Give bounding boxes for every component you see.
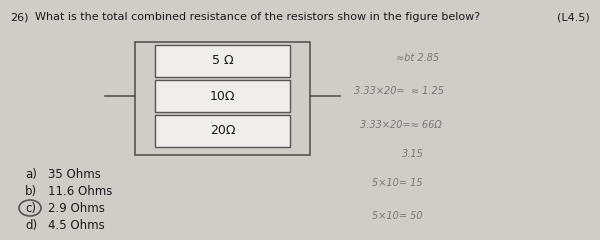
Bar bbox=[135, 42, 310, 155]
Text: 3.33×20=  ≈ 1.25: 3.33×20= ≈ 1.25 bbox=[354, 86, 444, 96]
Text: 5×10= 15: 5×10= 15 bbox=[372, 178, 422, 188]
Text: b): b) bbox=[25, 185, 37, 198]
Bar bbox=[155, 115, 290, 147]
Text: 4.5 Ohms: 4.5 Ohms bbox=[48, 219, 105, 232]
Text: 3.15: 3.15 bbox=[402, 149, 424, 159]
Text: 35 Ohms: 35 Ohms bbox=[48, 168, 101, 181]
Text: 3.33×20=≈ 66Ω: 3.33×20=≈ 66Ω bbox=[360, 120, 442, 130]
Text: 5×10= 50: 5×10= 50 bbox=[372, 211, 422, 221]
Text: 11.6 Ohms: 11.6 Ohms bbox=[48, 185, 112, 198]
Text: ≈bt 2.85: ≈bt 2.85 bbox=[396, 53, 439, 63]
Text: 2.9 Ohms: 2.9 Ohms bbox=[48, 202, 105, 215]
Text: c): c) bbox=[25, 202, 36, 215]
Text: 5 Ω: 5 Ω bbox=[212, 54, 233, 67]
Text: 20Ω: 20Ω bbox=[210, 125, 235, 138]
Text: a): a) bbox=[25, 168, 37, 181]
Bar bbox=[155, 45, 290, 77]
Bar bbox=[155, 80, 290, 112]
Text: (L4.5): (L4.5) bbox=[557, 12, 590, 22]
Text: What is the total combined resistance of the resistors show in the figure below?: What is the total combined resistance of… bbox=[35, 12, 480, 22]
Text: 26): 26) bbox=[10, 12, 29, 22]
Text: d): d) bbox=[25, 219, 37, 232]
Text: 10Ω: 10Ω bbox=[210, 90, 235, 102]
